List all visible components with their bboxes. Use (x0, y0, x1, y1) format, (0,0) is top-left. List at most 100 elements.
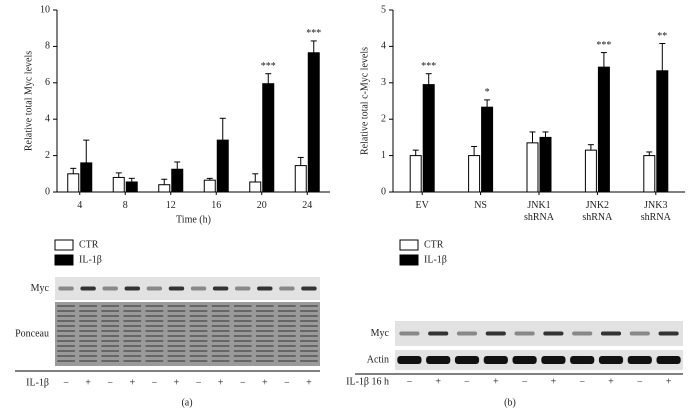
lane-sign: + (174, 377, 180, 388)
blot-band (190, 286, 207, 291)
blot-band (399, 331, 420, 336)
bar (643, 155, 656, 193)
blot-band (212, 286, 229, 291)
blot-band (454, 356, 480, 364)
blot-band (102, 286, 118, 291)
blot-row-label: Actin (367, 354, 389, 365)
blot-band (485, 331, 506, 336)
lane-sign: + (493, 376, 499, 387)
x-tick-label: 12 (165, 200, 176, 211)
bar (67, 173, 80, 193)
y-tick-label: 1 (381, 150, 386, 161)
x-tick-label: 8 (122, 200, 128, 211)
y-tick-label: 4 (381, 41, 386, 52)
panel-label: (b) (504, 397, 516, 408)
blot-band (627, 356, 652, 364)
legend-swatch (399, 254, 419, 266)
blot-band (658, 331, 679, 336)
y-tick-label: 0 (45, 186, 50, 197)
bar (249, 181, 262, 193)
legend-label: IL-1β (424, 254, 447, 265)
blot-band (600, 331, 622, 336)
lane-sign: − (196, 377, 202, 388)
bar (656, 70, 669, 193)
bar (203, 179, 216, 193)
legend-label: IL-1β (79, 254, 102, 265)
bar (539, 136, 552, 193)
bar (584, 149, 597, 193)
lane-sign: + (218, 377, 224, 388)
significance: *** (261, 61, 276, 72)
y-tick-label: 4 (45, 113, 50, 124)
lane-sign: + (608, 376, 614, 387)
blot-band (598, 356, 624, 364)
blot (55, 302, 320, 366)
lane-sign: − (284, 377, 290, 388)
treatment-label: IL-1β 16 h (346, 376, 389, 387)
lane-sign: + (435, 376, 441, 387)
x-tick-label: JNK1 shRNA (523, 200, 554, 223)
lane-sign: + (551, 376, 557, 387)
blot-band (80, 286, 96, 291)
significance: *** (596, 40, 611, 51)
lane-sign: − (464, 376, 470, 387)
blot-band (656, 356, 681, 364)
blot-band (512, 356, 537, 364)
y-tick-label: 3 (381, 77, 386, 88)
blot-band (572, 331, 593, 336)
bar (125, 181, 138, 193)
blot-band (124, 286, 141, 291)
y-axis-label: Relative total Myc levels (23, 51, 34, 151)
lane-sign: + (129, 377, 135, 388)
legend-label: CTR (79, 239, 99, 250)
legend-swatch (54, 239, 74, 251)
blot-band (570, 356, 595, 364)
blot-band (483, 356, 508, 364)
lane-sign: + (85, 377, 91, 388)
blot-band (168, 286, 185, 291)
bar (409, 155, 422, 193)
y-tick-label: 10 (40, 4, 50, 15)
lane-sign: + (306, 377, 312, 388)
bar (112, 176, 125, 193)
y-tick-label: 2 (381, 113, 386, 124)
lane-sign: − (152, 377, 158, 388)
blot-row-label: Myc (371, 328, 390, 339)
bar (216, 139, 229, 193)
significance: ** (657, 31, 667, 42)
blot (395, 350, 683, 370)
lane-sign: − (407, 376, 413, 387)
treatment-label: IL-1β (26, 377, 49, 388)
blot-band (257, 286, 273, 291)
lane-sign: − (637, 376, 643, 387)
bar (80, 162, 93, 193)
x-tick-label: 4 (77, 200, 83, 211)
bar (158, 184, 171, 193)
y-tick-label: 0 (381, 186, 386, 197)
blot-band (279, 286, 295, 291)
bar (262, 83, 275, 193)
blot-band (397, 356, 422, 364)
lane-sign: − (240, 377, 246, 388)
x-tick-label: 20 (256, 200, 267, 211)
bar (422, 84, 435, 193)
blot (55, 277, 320, 300)
blot-row-label: Myc (31, 283, 50, 294)
x-tick-label: JNK3 shRNA (640, 200, 671, 223)
blot-band (456, 331, 478, 336)
legend-swatch (399, 239, 419, 251)
y-tick-label: 5 (381, 4, 386, 15)
blot-band (629, 331, 650, 336)
panel-label: (a) (181, 397, 192, 408)
x-tick-label: EV (415, 200, 429, 211)
y-tick-label: 2 (45, 150, 50, 161)
lane-sign: − (63, 377, 69, 388)
blot-band (146, 286, 163, 291)
lane-sign: − (522, 376, 528, 387)
blot-band (541, 356, 566, 364)
y-tick-label: 8 (45, 41, 50, 52)
bar (597, 66, 610, 193)
bar (171, 168, 184, 193)
